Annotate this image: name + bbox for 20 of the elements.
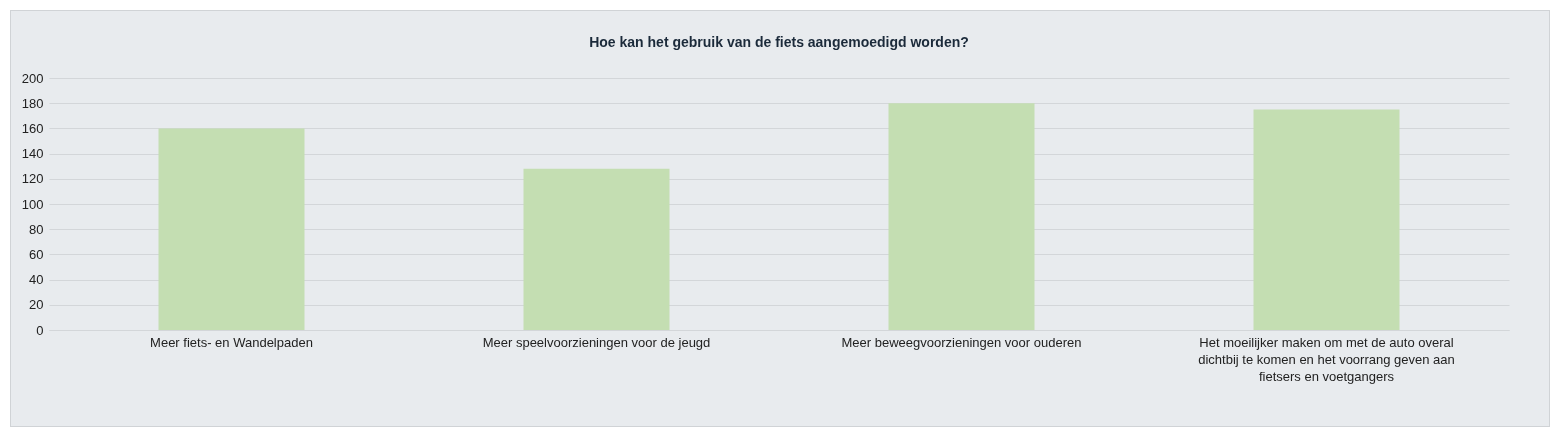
y-tick-label: 40 [29,272,44,288]
y-tick-label: 120 [21,171,44,187]
y-tick-label: 200 [21,70,44,86]
y-tick-label: 60 [29,246,44,262]
x-tick-label: Meer speelvoorzieningen voor de jeugd [482,334,711,350]
y-tick-label: 20 [29,297,44,313]
bar [158,128,305,330]
bar [523,168,670,330]
bar [1253,109,1400,330]
y-tick-label: 160 [21,120,44,136]
x-tick-label: Meer beweegvoorzieningen voor ouderen [841,334,1082,350]
x-tick-label: Meer fiets- en Wandelpaden [150,334,313,350]
y-tick-label: 0 [36,322,44,338]
y-tick-label: 100 [21,196,44,212]
y-tick-label: 140 [21,146,44,162]
chart-title: Hoe kan het gebruik van de fiets aangemoedigd worden? [589,34,969,50]
bar [888,103,1035,330]
y-tick-label: 80 [29,221,44,237]
x-tick-label: Het moeilijker maken om met de auto overal dichtbij te komen en het voorrang geven aan fietsers en voetgangers [1198,334,1455,384]
y-tick-label: 180 [21,95,44,111]
